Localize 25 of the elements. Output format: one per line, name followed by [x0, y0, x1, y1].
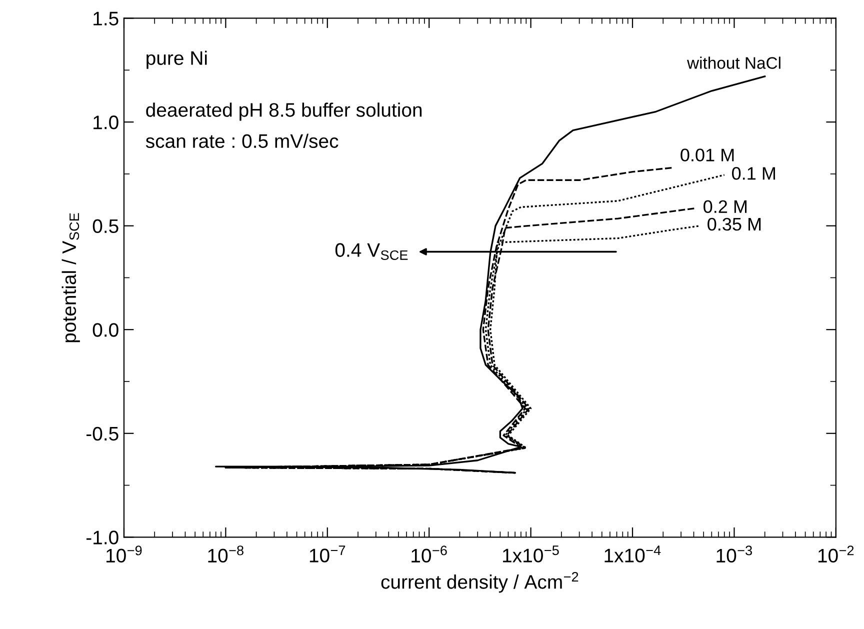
y-tick-label: -1.0 [86, 530, 118, 544]
y-tick-label: 0.0 [92, 323, 118, 337]
series-label: 0.35 M [708, 218, 761, 231]
annotation: 0.4 V$_{SCE}$ [335, 243, 408, 260]
series-label: 0.01 M [680, 148, 734, 162]
x-tick-label: 10$^{−7}$ [310, 546, 346, 562]
annotation: deaerated pH 8.5 buffer solution [146, 102, 422, 121]
series-label: 0.1 M [732, 167, 775, 180]
x-tick-label: 10$^{−9}$ [106, 546, 142, 563]
x-axis-title: current density / Acm$^{−2}$ [381, 572, 578, 593]
annotation: pure Ni [146, 50, 207, 69]
x-tick-label: 10$^{−8}$ [208, 546, 244, 563]
y-tick-label: 1.5 [94, 12, 118, 26]
y-tick-label: 0.5 [92, 219, 118, 234]
x-tick-label: 1x10$^{−4}$ [604, 546, 661, 562]
series-label: without NaCl [686, 56, 780, 69]
y-tick-label: -0.5 [86, 426, 118, 441]
x-tick-label: 10$^{−6}$ [412, 546, 447, 563]
x-tick-label: 10$^{−2}$ [818, 546, 854, 563]
y-tick-label: 1.0 [94, 115, 118, 130]
series-label: 0.2 M [704, 200, 747, 214]
annotation: scan rate : 0.5 mV/sec [146, 134, 338, 148]
x-tick-label: 10$^{−3}$ [716, 546, 752, 563]
y-axis-title: potential / V$_{SCE}$ [62, 213, 80, 342]
x-tick-label: 1x10$^{−5}$ [503, 546, 559, 562]
